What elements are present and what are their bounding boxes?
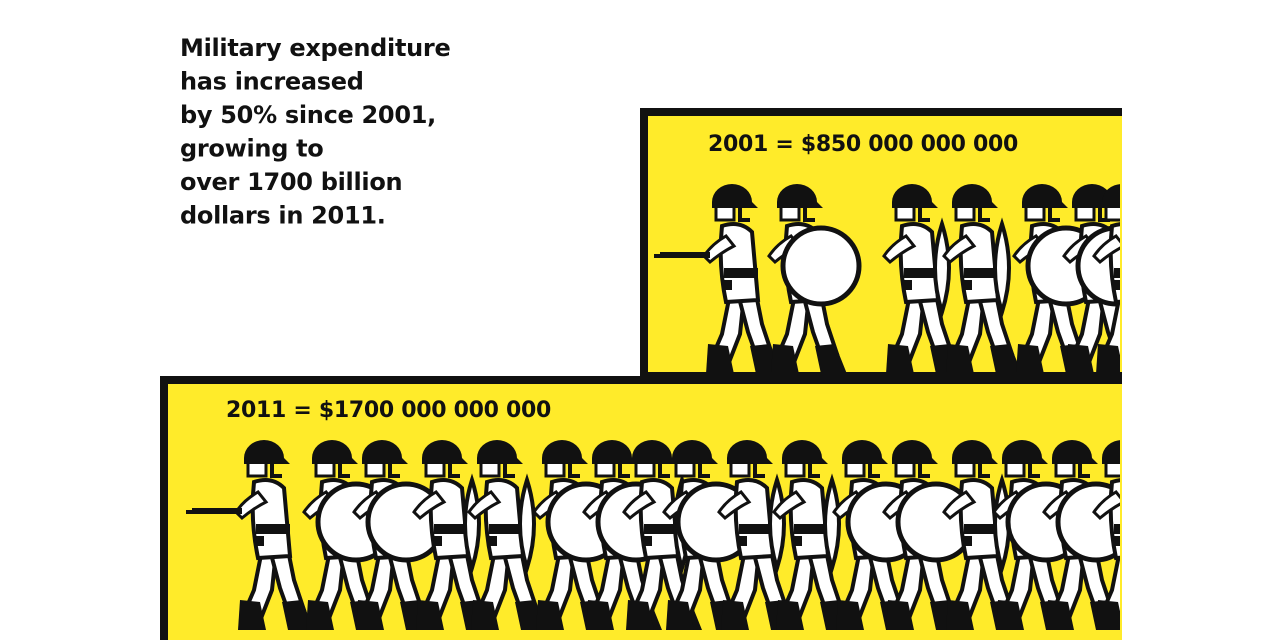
panel-label: 2001 = $850 000 000 000 xyxy=(708,132,1018,157)
headline-line: dollars in 2011. xyxy=(180,202,386,230)
soldiers-2001 xyxy=(654,184,1120,372)
panel-label: 2011 = $1700 000 000 000 xyxy=(226,398,551,423)
headline-line: growing to xyxy=(180,135,324,163)
headline-line: has increased xyxy=(180,68,364,96)
soldiers-2011 xyxy=(186,440,1120,630)
headline: Military expenditure has increased by 50% … xyxy=(180,34,450,230)
headline-line: by 50% since 2001, xyxy=(180,101,436,129)
headline-line: Military expenditure xyxy=(180,34,450,62)
margin xyxy=(1122,100,1280,640)
headline-line: over 1700 billion xyxy=(180,168,402,196)
